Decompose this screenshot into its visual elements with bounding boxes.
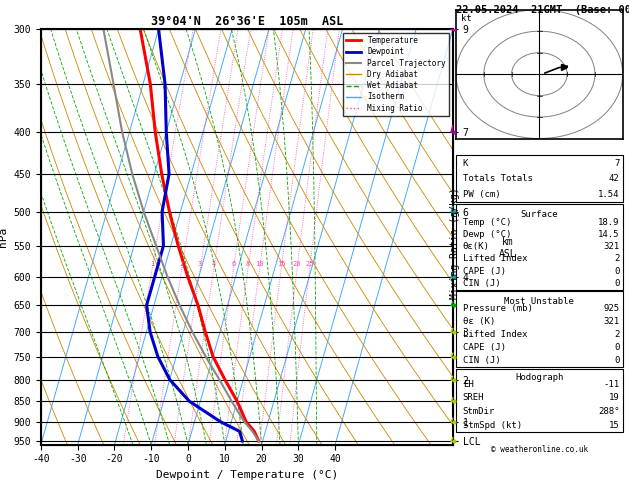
- Text: Temp (°C): Temp (°C): [463, 218, 511, 226]
- Text: Totals Totals: Totals Totals: [463, 174, 533, 183]
- Bar: [456, 204, 623, 290]
- Text: -11: -11: [603, 380, 620, 389]
- Text: EH: EH: [463, 380, 474, 389]
- Text: 7: 7: [614, 159, 620, 168]
- Text: 6: 6: [231, 261, 235, 267]
- Text: K: K: [463, 159, 468, 168]
- Text: PW (cm): PW (cm): [463, 190, 500, 199]
- Text: CAPE (J): CAPE (J): [463, 343, 506, 352]
- Text: Surface: Surface: [521, 210, 558, 219]
- Text: 1.54: 1.54: [598, 190, 620, 199]
- Text: Mixing Ratio (g/kg): Mixing Ratio (g/kg): [450, 187, 460, 299]
- Text: 14.5: 14.5: [598, 230, 620, 239]
- Text: 321: 321: [603, 242, 620, 251]
- Text: 15: 15: [609, 420, 620, 430]
- Text: 20: 20: [292, 261, 301, 267]
- Text: Lifted Index: Lifted Index: [463, 255, 527, 263]
- Text: Hodograph: Hodograph: [515, 373, 564, 382]
- Text: 0: 0: [614, 279, 620, 288]
- Bar: [456, 291, 623, 367]
- Text: 0: 0: [614, 356, 620, 365]
- Text: 18.9: 18.9: [598, 218, 620, 226]
- Text: 0: 0: [614, 267, 620, 276]
- Text: 0: 0: [614, 343, 620, 352]
- Text: 288°: 288°: [598, 407, 620, 416]
- Text: © weatheronline.co.uk: © weatheronline.co.uk: [491, 445, 588, 454]
- Text: 2: 2: [179, 261, 184, 267]
- Text: θε (K): θε (K): [463, 317, 495, 326]
- Text: 3: 3: [198, 261, 202, 267]
- Text: StmDir: StmDir: [463, 407, 495, 416]
- Text: 42: 42: [609, 174, 620, 183]
- Text: 25: 25: [305, 261, 314, 267]
- Text: StmSpd (kt): StmSpd (kt): [463, 420, 522, 430]
- Text: 19: 19: [609, 394, 620, 402]
- Text: kt: kt: [461, 14, 472, 22]
- Text: 925: 925: [603, 304, 620, 313]
- Y-axis label: km
ASL: km ASL: [499, 237, 517, 259]
- Y-axis label: hPa: hPa: [0, 227, 8, 247]
- Text: 10: 10: [255, 261, 264, 267]
- Text: Lifted Index: Lifted Index: [463, 330, 527, 339]
- Text: SREH: SREH: [463, 394, 484, 402]
- Text: 2: 2: [614, 330, 620, 339]
- Text: 22.05.2024  21GMT  (Base: 00): 22.05.2024 21GMT (Base: 00): [456, 5, 629, 15]
- Text: CIN (J): CIN (J): [463, 356, 500, 365]
- Text: 8: 8: [245, 261, 250, 267]
- Text: CIN (J): CIN (J): [463, 279, 500, 288]
- X-axis label: Dewpoint / Temperature (°C): Dewpoint / Temperature (°C): [156, 470, 338, 480]
- Text: Most Unstable: Most Unstable: [504, 296, 574, 306]
- Text: 321: 321: [603, 317, 620, 326]
- Text: Pressure (mb): Pressure (mb): [463, 304, 533, 313]
- Text: CAPE (J): CAPE (J): [463, 267, 506, 276]
- Bar: [456, 369, 623, 432]
- Title: 39°04'N  26°36'E  105m  ASL: 39°04'N 26°36'E 105m ASL: [151, 15, 343, 28]
- Text: θε(K): θε(K): [463, 242, 489, 251]
- Text: 1: 1: [150, 261, 154, 267]
- Text: 2: 2: [614, 255, 620, 263]
- Text: Dewp (°C): Dewp (°C): [463, 230, 511, 239]
- Text: 15: 15: [277, 261, 285, 267]
- Text: 4: 4: [211, 261, 216, 267]
- Legend: Temperature, Dewpoint, Parcel Trajectory, Dry Adiabat, Wet Adiabat, Isotherm, Mi: Temperature, Dewpoint, Parcel Trajectory…: [343, 33, 449, 116]
- Bar: [456, 156, 623, 202]
